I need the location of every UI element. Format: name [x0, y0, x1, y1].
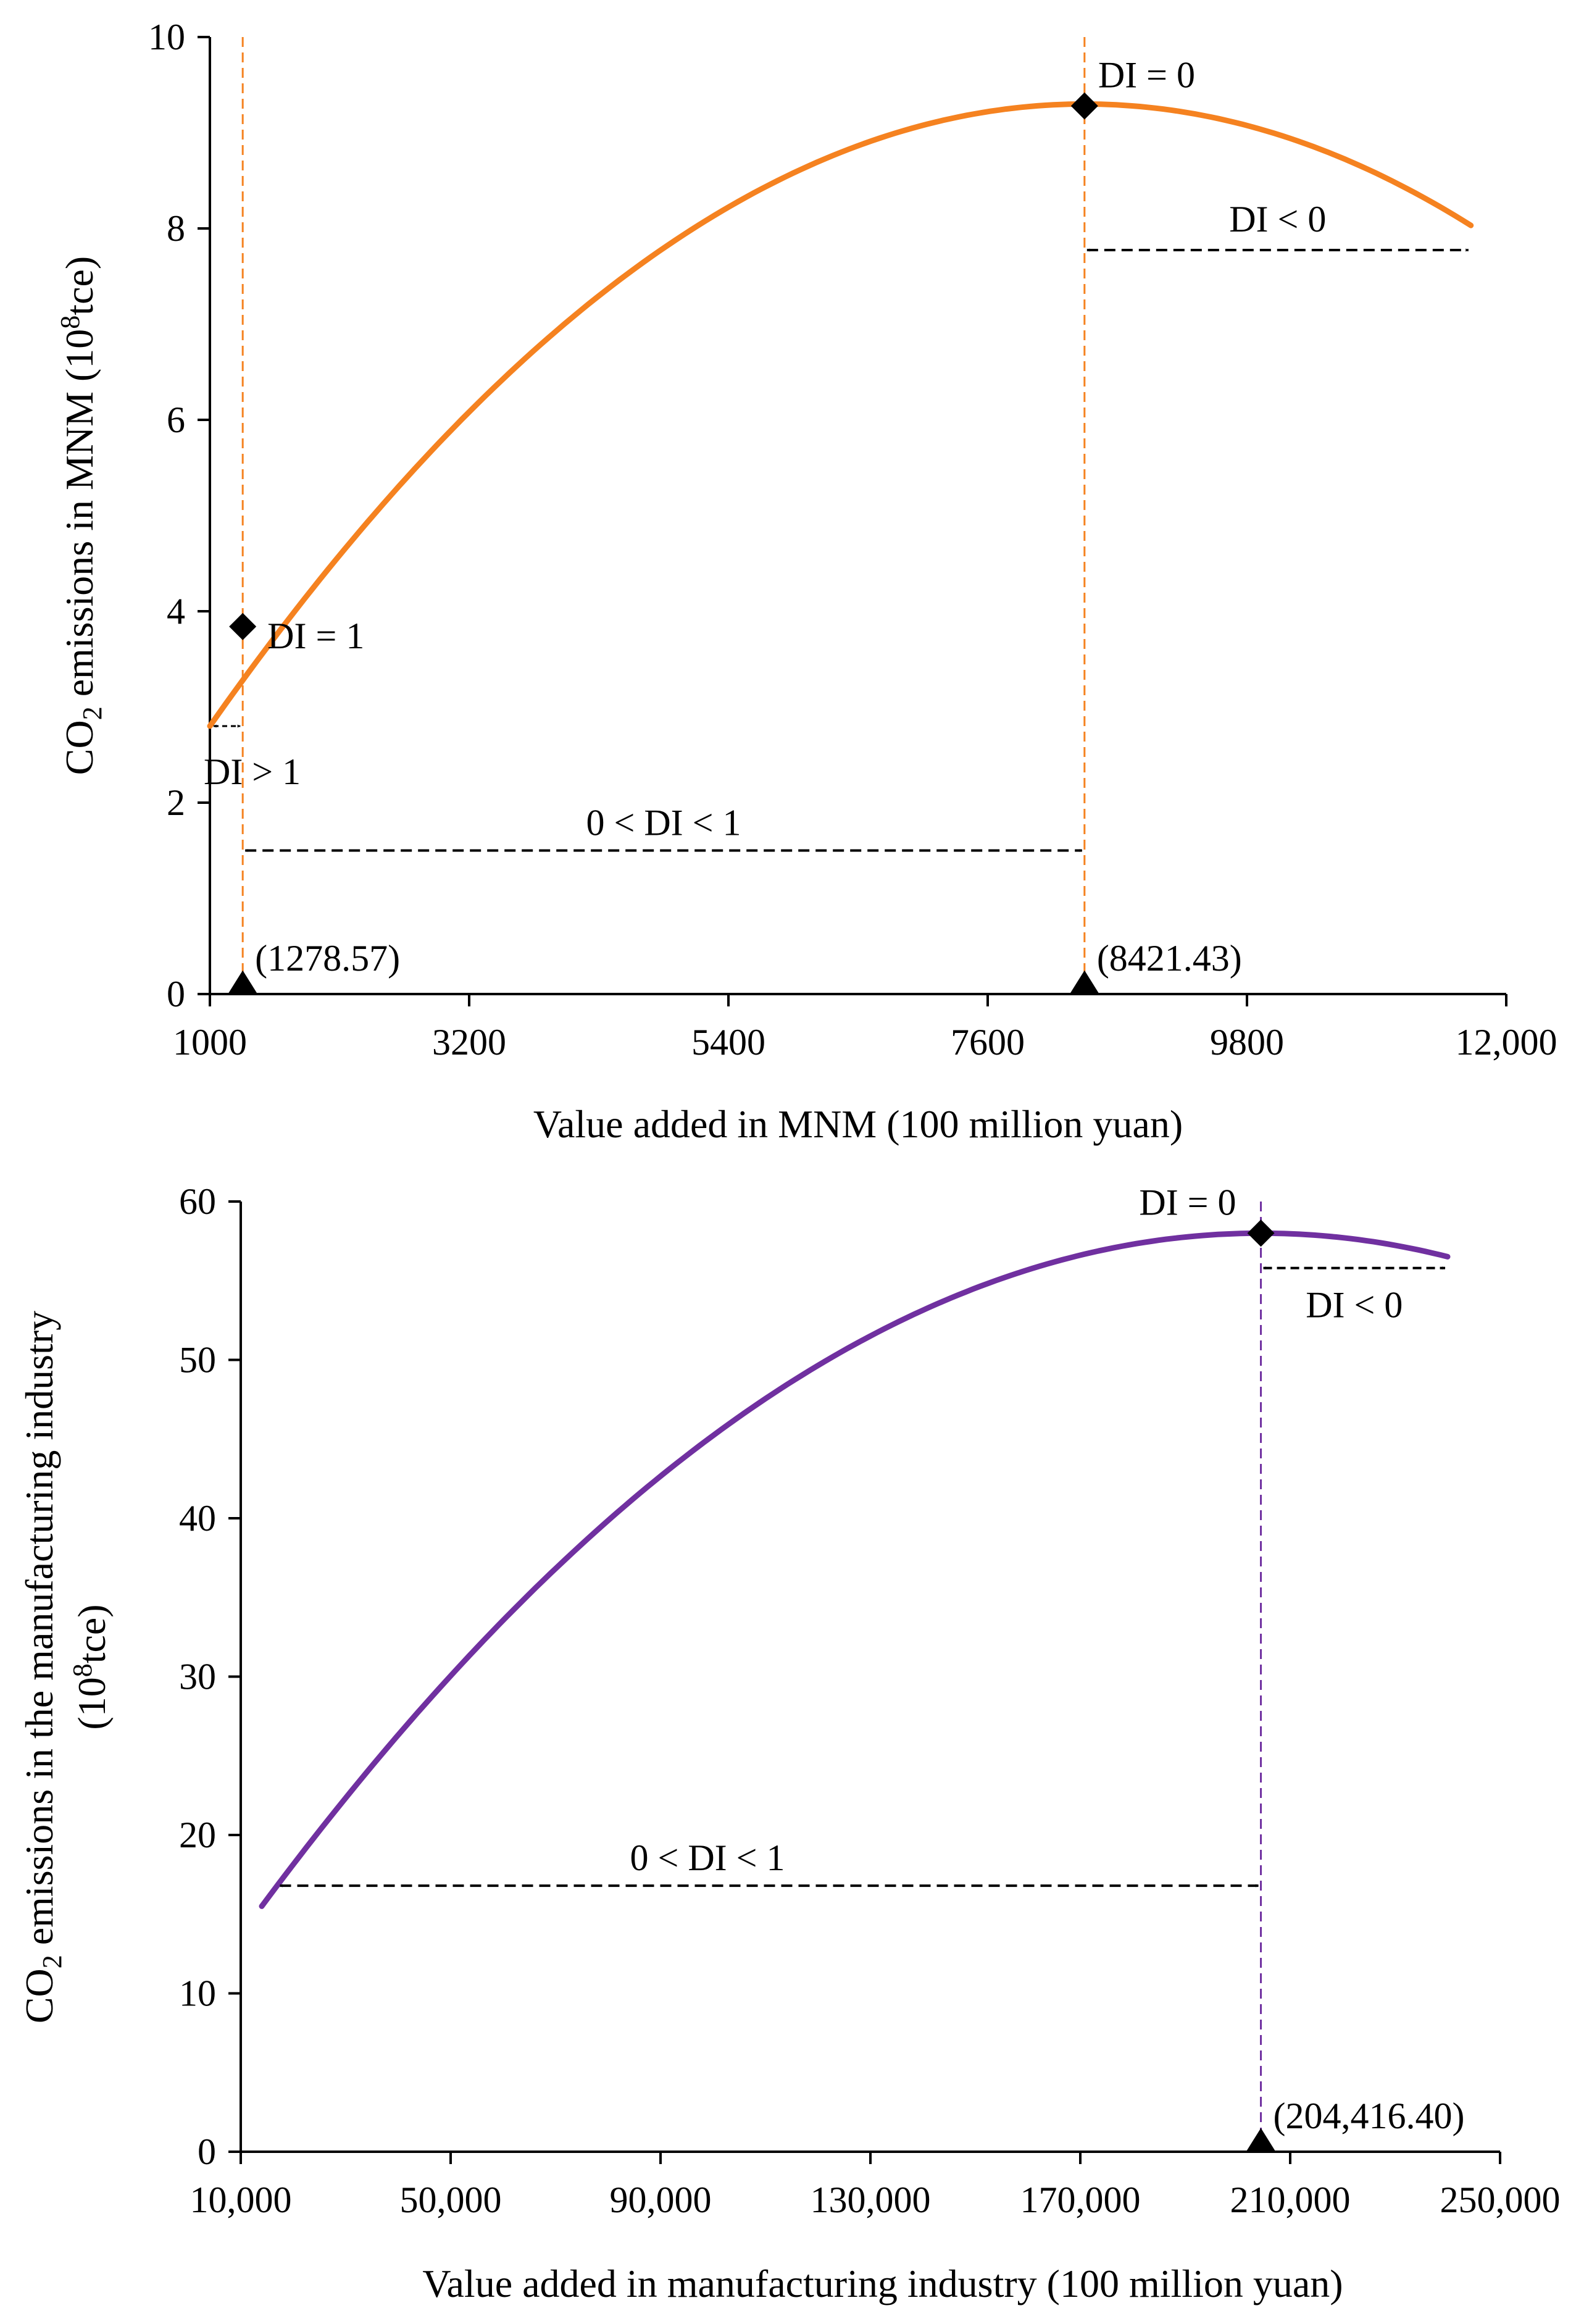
- range-label: DI < 0: [1229, 199, 1326, 240]
- range-label: 0 < DI < 1: [586, 803, 741, 843]
- range-label: DI > 1: [204, 751, 301, 792]
- x-tick-label: 7600: [951, 1022, 1025, 1063]
- y-tick-label: 20: [179, 1815, 216, 1855]
- range-label: DI < 0: [1306, 1285, 1403, 1326]
- x-tick-label: 12,000: [1456, 1022, 1557, 1063]
- series-line: [207, 101, 1474, 729]
- y-axis-title-part: 8: [67, 1663, 98, 1677]
- y-axis-title-part: tce): [57, 256, 101, 316]
- turning-point-marker: [229, 612, 257, 640]
- x-tick-label: 1000: [173, 1022, 247, 1063]
- y-axis-title-part: 8: [55, 316, 85, 329]
- y-axis-title-part: (10: [70, 1677, 114, 1729]
- y-axis-title-part: emissions in MNM (10: [57, 329, 101, 707]
- turning-point-x-label: (1278.57): [255, 938, 400, 979]
- y-axis-title-part: tce): [70, 1604, 114, 1663]
- y-tick-label: 0: [198, 2131, 216, 2172]
- y-tick-label: 8: [167, 208, 185, 249]
- x-tick-label: 10,000: [190, 2180, 292, 2220]
- x-tick-label: 90,000: [610, 2180, 712, 2220]
- y-tick-label: 2: [167, 782, 185, 823]
- x-tick-label: 130,000: [811, 2180, 931, 2220]
- y-axis-title-line2: (108tce): [67, 1604, 114, 1729]
- y-axis-title: CO2 emissions in MNM (108tce): [55, 256, 107, 775]
- x-tick-label: 9800: [1210, 1022, 1284, 1063]
- series-line: [259, 1230, 1451, 1909]
- y-axis-title-part: CO: [17, 1968, 61, 2023]
- y-tick-label: 30: [179, 1657, 216, 1697]
- turning-point-marker: [1247, 1219, 1275, 1247]
- y-axis-title-part: emissions in the manufacturing industry: [17, 1311, 61, 1955]
- y-tick-label: 4: [167, 591, 185, 632]
- x-tick-label: 170,000: [1020, 2180, 1141, 2220]
- y-tick-label: 10: [179, 1973, 216, 2014]
- turning-point-label: DI = 0: [1139, 1182, 1236, 1223]
- range-label: 0 < DI < 1: [630, 1837, 785, 1878]
- x-tick-label: 3200: [432, 1022, 506, 1063]
- y-axis-title-part: 2: [77, 706, 107, 720]
- turning-point-x-label: (204,416.40): [1274, 2096, 1465, 2136]
- y-axis-title-part: 2: [37, 1955, 67, 1968]
- turning-point-label: DI = 1: [267, 616, 364, 656]
- mnm-chart: 1000 3200 5400 7600 9800 12,000 0 2 4 6 8 10 (1278.5…: [55, 17, 1557, 1146]
- turning-point-label: DI = 0: [1098, 55, 1195, 96]
- y-tick-label: 6: [167, 399, 185, 440]
- x-position-marker: [228, 970, 258, 994]
- y-tick-label: 0: [167, 974, 185, 1014]
- x-axis-title: Value added in MNM (100 million yuan): [533, 1102, 1183, 1146]
- y-tick-label: 10: [148, 17, 185, 57]
- turning-point-x-label: (8421.43): [1097, 938, 1242, 979]
- x-tick-label: 250,000: [1440, 2180, 1561, 2220]
- x-tick-label: 50,000: [400, 2180, 502, 2220]
- y-axis-title: CO2 emissions in the manufacturing indus…: [17, 1311, 67, 2023]
- x-axis-title: Value added in manufacturing industry (1…: [422, 2262, 1343, 2305]
- y-axis-title-part: CO: [57, 720, 101, 775]
- x-position-marker: [1246, 2128, 1276, 2152]
- x-tick-label: 5400: [691, 1022, 765, 1063]
- manufacturing-chart: 10,000 50,000 90,000 130,000 170,000 210,000 2…: [17, 1181, 1561, 2305]
- y-tick-label: 50: [179, 1340, 216, 1381]
- turning-point-marker: [1070, 92, 1098, 120]
- y-tick-label: 60: [179, 1181, 216, 1222]
- x-position-marker: [1069, 970, 1099, 994]
- x-tick-label: 210,000: [1230, 2180, 1351, 2220]
- y-tick-label: 40: [179, 1498, 216, 1539]
